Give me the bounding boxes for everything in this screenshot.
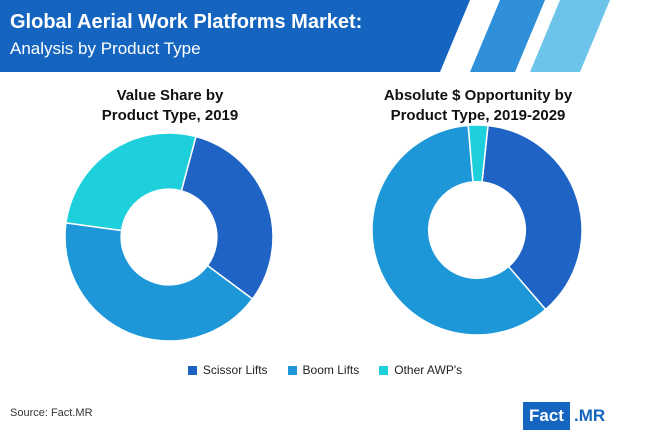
logo-part-mr: .MR [573,406,606,425]
banner-mid-stripe [470,0,545,72]
legend-item-scissor-lifts: Scissor Lifts [187,363,268,377]
legend-swatch-boom-lifts [287,365,297,375]
chart-1-slice-other-awp-s [65,132,197,232]
chart-2-slice-boom-lifts [371,124,547,336]
banner-graphic [0,0,610,72]
donut-chart-value-share [64,132,274,342]
source-note: Source: Fact.MR [10,407,93,419]
chart-2-title: Absolute $ Opportunity by Product Type, … [358,86,598,126]
chart-2-slice-scissor-lifts [481,124,583,311]
chart-2-title-line-2: Product Type, 2019-2029 [390,107,566,124]
chart-2-slice-other-awp-s [467,124,489,183]
banner-light-stripe [530,0,610,72]
legend-label-boom-lifts: Boom Lifts [302,363,360,377]
legend-label-other-awps: Other AWP's [394,363,463,377]
legend-item-boom-lifts: Boom Lifts [287,363,360,377]
chart-2-title-line-1: Absolute $ Opportunity by [383,87,573,104]
donut-chart-absolute-opportunity [371,124,583,336]
legend-swatch-scissor-lifts [187,365,197,375]
legend-item-other-awps: Other AWP's [379,363,462,377]
page-title: Global Aerial Work Platforms Market: [10,11,363,33]
chart-1-title-line-2: Product Type, 2019 [101,107,239,124]
chart-1-slice-boom-lifts [64,222,254,342]
chart-1-title: Value Share by Product Type, 2019 [60,86,280,126]
legend-label-scissor-lifts: Scissor Lifts [202,363,268,377]
logo-part-fact: Fact [523,402,570,430]
header-banner: Global Aerial Work Platforms Market: Ana… [0,0,650,72]
banner-dark-band [0,0,470,72]
chart-1-slice-scissor-lifts [180,135,274,301]
legend-swatch-other-awps [379,365,389,375]
chart-legend: Scissor Lifts Boom Lifts Other AWP's [0,362,650,378]
chart-1-title-line-1: Value Share by [116,87,224,104]
factmr-logo: Fact .MR [523,402,638,430]
page-subtitle: Analysis by Product Type [10,39,201,58]
